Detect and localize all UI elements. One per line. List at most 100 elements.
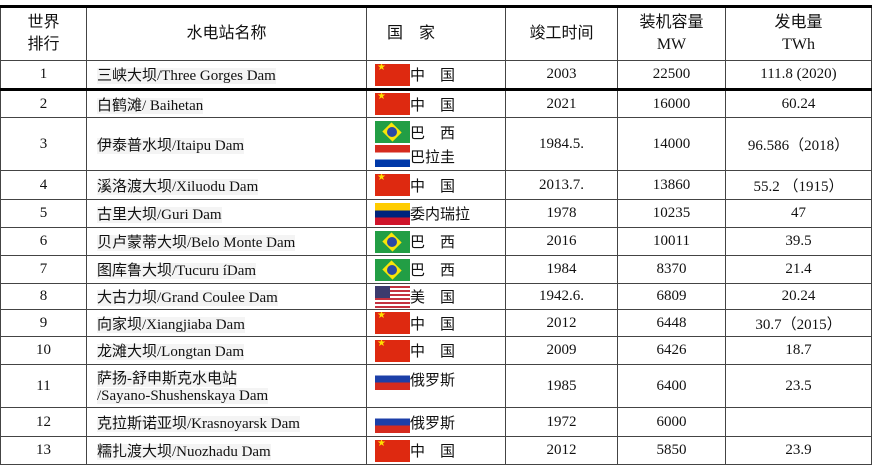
country-entry: 俄罗斯 bbox=[375, 410, 505, 434]
brazil-flag-icon bbox=[375, 258, 410, 281]
country-entry: 俄罗斯 bbox=[375, 367, 505, 391]
year-cell: 1942.6. bbox=[505, 283, 618, 310]
generation-cell: 60.24 bbox=[725, 89, 872, 118]
rank-cell: 10 bbox=[0, 336, 87, 365]
table-row: 10 龙滩大坝/Longtan Dam 中 国 2009 6426 18.7 bbox=[0, 336, 872, 365]
country-cell: 巴 西 bbox=[366, 255, 506, 284]
country-entry: 美 国 bbox=[375, 285, 505, 309]
country-entry: 巴 西 bbox=[375, 120, 505, 144]
china-flag-icon bbox=[375, 439, 410, 462]
generation-cell: 55.2 （1915） bbox=[725, 170, 872, 200]
year-cell: 1984 bbox=[505, 255, 618, 284]
country-entry: 中 国 bbox=[375, 439, 505, 463]
year-cell: 2016 bbox=[505, 227, 618, 256]
rank-cell: 5 bbox=[0, 199, 87, 228]
country-entry: 中 国 bbox=[375, 63, 505, 87]
year-cell: 2012 bbox=[505, 309, 618, 337]
year-cell: 1984.5. bbox=[505, 117, 618, 171]
country-entry: 中 国 bbox=[375, 311, 505, 335]
rank-cell: 3 bbox=[0, 117, 87, 171]
header-generation: 发电量 TWh bbox=[725, 5, 872, 61]
russia-flag-icon bbox=[375, 368, 410, 390]
name-cell: 向家坝/Xiangjiaba Dam bbox=[86, 309, 367, 337]
year-cell: 2003 bbox=[505, 60, 618, 91]
rank-cell: 4 bbox=[0, 170, 87, 200]
country-cell: 中 国 bbox=[366, 436, 506, 465]
country-cell: 巴 西 bbox=[366, 227, 506, 256]
capacity-cell: 16000 bbox=[617, 89, 726, 118]
capacity-cell: 13860 bbox=[617, 170, 726, 200]
generation-cell bbox=[725, 407, 872, 437]
china-flag-icon bbox=[375, 174, 410, 196]
header-year: 竣工时间 bbox=[505, 5, 618, 61]
capacity-cell: 22500 bbox=[617, 60, 726, 91]
country-cell: 中 国 bbox=[366, 336, 506, 365]
name-cell: 图库鲁大坝/Tucuru íDam bbox=[86, 255, 367, 284]
generation-cell: 39.5 bbox=[725, 227, 872, 256]
year-cell: 2021 bbox=[505, 89, 618, 118]
venezuela-flag-icon bbox=[375, 202, 410, 225]
name-cell: 白鹤滩/ Baihetan bbox=[86, 89, 367, 118]
table-row: 7 图库鲁大坝/Tucuru íDam 巴 西 1984 8370 21.4 bbox=[0, 255, 872, 284]
capacity-cell: 6426 bbox=[617, 336, 726, 365]
name-cell: 龙滩大坝/Longtan Dam bbox=[86, 336, 367, 365]
generation-cell: 23.5 bbox=[725, 364, 872, 408]
capacity-cell: 8370 bbox=[617, 255, 726, 284]
generation-cell: 30.7（2015） bbox=[725, 309, 872, 337]
hydropower-ranking-table: 世界 排行 水电站名称 国 家 竣工时间 装机容量 MW 发电量 TWh 1 三峡大坝… bbox=[0, 5, 872, 465]
usa-flag-icon bbox=[375, 285, 410, 308]
name-cell: 大古力坝/Grand Coulee Dam bbox=[86, 283, 367, 310]
year-cell: 1978 bbox=[505, 199, 618, 228]
capacity-cell: 6400 bbox=[617, 364, 726, 408]
table-row: 4 溪洛渡大坝/Xiluodu Dam 中 国 2013.7. 13860 55… bbox=[0, 170, 872, 200]
header-capacity: 装机容量 MW bbox=[617, 5, 726, 61]
generation-cell: 47 bbox=[725, 199, 872, 228]
year-cell: 2012 bbox=[505, 436, 618, 465]
generation-cell: 23.9 bbox=[725, 436, 872, 465]
china-flag-icon bbox=[375, 312, 410, 334]
name-cell: 贝卢蒙蒂大坝/Belo Monte Dam bbox=[86, 227, 367, 256]
table-row: 13 糯扎渡大坝/Nuozhadu Dam 中 国 2012 5850 23.9 bbox=[0, 436, 872, 465]
header-country: 国 家 bbox=[366, 5, 506, 61]
rank-cell: 11 bbox=[0, 364, 87, 408]
country-cell: 中 国 bbox=[366, 89, 506, 118]
name-cell: 伊泰普水坝/Itaipu Dam bbox=[86, 117, 367, 171]
country-cell: 中 国 bbox=[366, 60, 506, 91]
rank-cell: 1 bbox=[0, 60, 87, 91]
header-name: 水电站名称 bbox=[86, 5, 367, 61]
name-cell: 三峡大坝/Three Gorges Dam bbox=[86, 60, 367, 91]
country-entry: 巴拉圭 bbox=[375, 144, 505, 168]
country-entry: 中 国 bbox=[375, 92, 505, 116]
china-flag-icon bbox=[375, 93, 410, 115]
brazil-flag-icon bbox=[375, 121, 410, 143]
country-cell: 委内瑞拉 bbox=[366, 199, 506, 228]
name-cell: 溪洛渡大坝/Xiluodu Dam bbox=[86, 170, 367, 200]
generation-cell: 111.8 (2020) bbox=[725, 60, 872, 91]
table-row: 6 贝卢蒙蒂大坝/Belo Monte Dam 巴 西 2016 10011 3… bbox=[0, 227, 872, 256]
name-cell: 古里大坝/Guri Dam bbox=[86, 199, 367, 228]
table-row: 3 伊泰普水坝/Itaipu Dam 巴 西巴拉圭 1984.5. 14000 … bbox=[0, 117, 872, 171]
country-cell: 巴 西巴拉圭 bbox=[366, 117, 506, 171]
capacity-cell: 14000 bbox=[617, 117, 726, 171]
generation-cell: 21.4 bbox=[725, 255, 872, 284]
china-flag-icon bbox=[375, 339, 410, 362]
year-cell: 1972 bbox=[505, 407, 618, 437]
table-row: 5 古里大坝/Guri Dam 委内瑞拉 1978 10235 47 bbox=[0, 199, 872, 228]
capacity-cell: 6448 bbox=[617, 309, 726, 337]
country-cell: 中 国 bbox=[366, 170, 506, 200]
rank-cell: 7 bbox=[0, 255, 87, 284]
country-entry: 巴 西 bbox=[375, 230, 505, 254]
table-row: 12 克拉斯诺亚坝/Krasnoyarsk Dam 俄罗斯 1972 6000 bbox=[0, 407, 872, 437]
russia-flag-icon bbox=[375, 411, 410, 433]
rank-cell: 8 bbox=[0, 283, 87, 310]
capacity-cell: 5850 bbox=[617, 436, 726, 465]
country-entry: 委内瑞拉 bbox=[375, 202, 505, 226]
table-row: 8 大古力坝/Grand Coulee Dam 美 国 1942.6. 6809… bbox=[0, 283, 872, 310]
table-row: 11 萨扬-舒申斯克水电站/Sayano-Shushenskaya Dam 俄罗… bbox=[0, 364, 872, 408]
country-entry: 中 国 bbox=[375, 339, 505, 363]
table-row: 2 白鹤滩/ Baihetan 中 国 2021 16000 60.24 bbox=[0, 89, 872, 118]
name-cell: 萨扬-舒申斯克水电站/Sayano-Shushenskaya Dam bbox=[86, 364, 367, 408]
table-row: 9 向家坝/Xiangjiaba Dam 中 国 2012 6448 30.7（… bbox=[0, 309, 872, 337]
year-cell: 1985 bbox=[505, 364, 618, 408]
name-cell: 糯扎渡大坝/Nuozhadu Dam bbox=[86, 436, 367, 465]
